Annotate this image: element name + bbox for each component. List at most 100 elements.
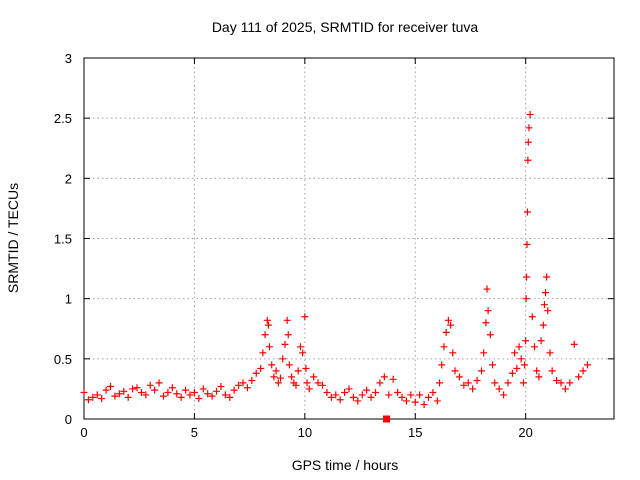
y-tick-label: 0.5 <box>54 352 72 367</box>
data-point <box>433 397 441 405</box>
data-point <box>451 367 459 375</box>
x-tick-label: 15 <box>408 425 422 440</box>
data-point <box>442 328 450 336</box>
data-point <box>182 386 190 394</box>
data-point <box>367 393 375 401</box>
data-point <box>411 398 419 406</box>
data-point <box>292 381 300 389</box>
data-point <box>239 379 247 387</box>
data-point <box>491 379 499 387</box>
data-point <box>341 389 349 397</box>
x-tick-label: 0 <box>80 425 87 440</box>
data-point <box>531 343 538 351</box>
data-point <box>358 391 366 399</box>
data-point <box>257 364 265 372</box>
data-point <box>146 381 154 389</box>
data-point <box>301 313 309 321</box>
data-point <box>226 393 234 401</box>
data-point <box>440 343 448 351</box>
data-point <box>323 389 331 397</box>
data-point <box>277 374 285 382</box>
data-point <box>190 389 198 397</box>
data-point <box>523 208 531 216</box>
data-point <box>546 349 554 357</box>
data-point <box>294 367 302 375</box>
data-point <box>274 379 282 387</box>
data-point <box>164 389 172 397</box>
y-tick-label: 1.5 <box>54 232 72 247</box>
data-point <box>524 138 532 146</box>
data-point <box>142 391 150 399</box>
data-point <box>482 319 490 327</box>
data-point <box>102 386 110 394</box>
data-point <box>354 397 362 405</box>
data-point <box>120 387 128 395</box>
data-point <box>221 391 229 399</box>
y-tick-labels: 0 0.5 1 1.5 2 2.5 3 <box>54 51 72 427</box>
data-point <box>283 316 291 324</box>
data-point <box>483 285 491 293</box>
data-point <box>385 391 393 399</box>
data-point <box>314 379 322 387</box>
data-point <box>460 381 468 389</box>
data-point <box>137 389 145 397</box>
data-point <box>93 391 101 399</box>
y-tick-label: 3 <box>65 51 72 66</box>
square-marker-point <box>383 415 391 423</box>
data-point <box>480 349 488 357</box>
data-point <box>302 364 310 372</box>
data-point <box>155 379 163 387</box>
data-point <box>519 379 527 387</box>
data-point <box>533 367 541 375</box>
data-point <box>561 385 569 393</box>
data-point <box>542 289 550 297</box>
data-point <box>270 373 278 381</box>
data-point <box>523 273 531 281</box>
data-point <box>160 392 167 400</box>
data-point <box>425 393 432 401</box>
data-point <box>217 383 225 391</box>
y-axis-label: SRMTID / TECUs <box>5 183 21 293</box>
data-point <box>429 389 437 397</box>
data-point <box>579 367 587 375</box>
data-point <box>500 391 508 399</box>
data-point <box>540 301 548 309</box>
data-point <box>508 369 516 377</box>
data-point <box>535 373 543 381</box>
data-point <box>264 321 272 329</box>
y-tick-label: 0 <box>65 412 72 427</box>
data-point <box>327 393 335 401</box>
data-point <box>553 376 561 384</box>
data-point <box>416 391 424 399</box>
data-point <box>528 313 536 321</box>
data-point <box>213 387 220 395</box>
data-point <box>513 364 521 372</box>
chart-title: Day 111 of 2025, SRMTID for receiver tuv… <box>212 19 479 35</box>
data-point <box>151 386 159 394</box>
data-point <box>389 375 397 383</box>
data-point <box>80 389 88 397</box>
x-tick-labels: 0 5 10 15 20 <box>80 425 533 440</box>
x-tick-label: 10 <box>298 425 312 440</box>
data-point <box>173 390 181 398</box>
data-point <box>133 384 141 392</box>
data-point <box>363 386 371 394</box>
data-point <box>243 384 251 392</box>
y-tick-label: 2 <box>65 171 72 186</box>
data-point <box>469 385 477 393</box>
data-point <box>484 307 492 315</box>
data-point <box>336 396 344 404</box>
data-point <box>504 379 512 387</box>
data-point <box>524 156 532 164</box>
data-point <box>522 337 530 345</box>
y-tick-label: 1 <box>65 292 72 307</box>
data-point <box>89 393 97 401</box>
data-point <box>263 316 271 324</box>
data-point <box>281 340 289 348</box>
data-point <box>195 395 203 403</box>
data-point <box>345 385 353 393</box>
data-point <box>111 392 119 400</box>
data-point <box>557 379 565 387</box>
data-point <box>376 379 384 387</box>
